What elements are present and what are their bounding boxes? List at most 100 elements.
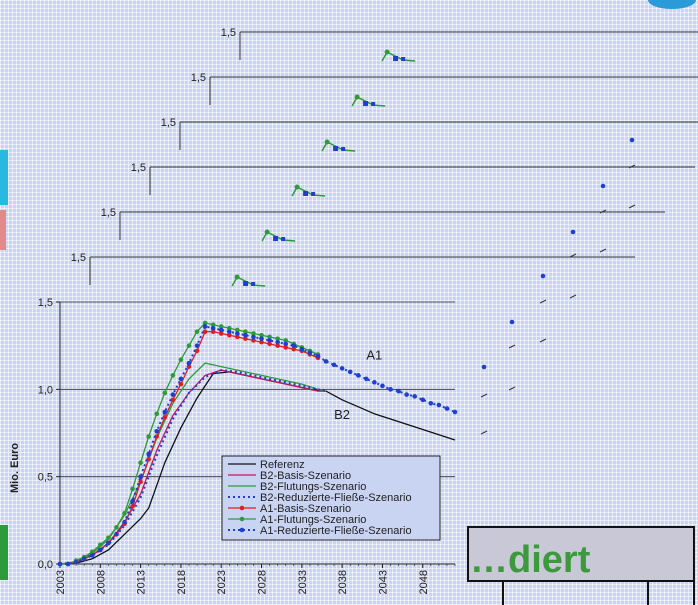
series-point-5 (218, 324, 224, 329)
series-point-6 (436, 402, 442, 408)
legend-entry: A1-Reduzierte-Fließe-Szenario (260, 525, 412, 537)
legend-swatch-marker (239, 527, 245, 533)
ghost-streak-dash (508, 344, 516, 349)
series-point-6 (98, 547, 103, 553)
x-tick-label: 2033 (297, 570, 309, 594)
series-point-5 (275, 336, 280, 341)
series-point-5 (162, 390, 168, 396)
legend-entry: B2-Flutungs-Szenario (260, 481, 366, 493)
ghost-tick-label: 1,5 (161, 117, 176, 129)
ghost-streak-dash (599, 248, 607, 253)
ghost-peak-marker (303, 191, 309, 196)
ghost-peak-marker (354, 94, 360, 100)
series-point-6 (364, 376, 369, 382)
background-text: …diert (470, 539, 591, 581)
series-point-6 (291, 343, 297, 348)
series-point-5 (186, 343, 192, 348)
corner-shape (648, 0, 696, 9)
series-point-4 (154, 434, 160, 439)
ghost-peak-marker (324, 139, 330, 145)
series-point-6 (186, 360, 192, 366)
series-point-5 (194, 329, 200, 334)
legend: ReferenzB2-Basis-SzenarioB2-Flutungs-Sze… (221, 455, 441, 541)
series-point-6 (106, 540, 111, 546)
series-point-5 (146, 434, 151, 439)
series-point-6 (380, 383, 385, 389)
ghost-peak-marker (273, 236, 279, 241)
axes: 0,0 0,5 1,0 1,5 2003 2008 2013 2018 2023 2028 2033… (9, 297, 456, 594)
series-point-4 (146, 456, 151, 462)
annotation-label: A1 (366, 348, 382, 363)
ghost-peak-marker (294, 184, 300, 190)
ghost-peak-marker (281, 237, 286, 241)
left-edge-shape (0, 210, 6, 250)
series-point-5 (178, 357, 184, 362)
series-point-5 (89, 549, 95, 555)
ghost-streak-dot (629, 137, 635, 143)
series-point-4 (218, 331, 224, 336)
ghost-streak-dash (480, 393, 488, 398)
series-point-6 (444, 406, 450, 411)
ghost-streak-dash (539, 299, 547, 304)
ghost-streak-dot (540, 273, 546, 279)
series-point-6 (243, 332, 248, 338)
x-tick-label: 2023 (216, 570, 228, 594)
series-point-4 (283, 345, 289, 350)
series-point-6 (81, 556, 87, 562)
series-point-6 (122, 519, 127, 525)
series-point-6 (235, 331, 240, 336)
ghost-peak-marker (393, 56, 399, 61)
series-point-6 (226, 329, 232, 334)
series-point-6 (154, 428, 160, 434)
ghost-streak-dot (570, 229, 576, 235)
x-tick-label: 2043 (377, 570, 389, 594)
series-point-6 (452, 409, 458, 415)
series-point-4 (259, 339, 264, 345)
left-edge-shape (0, 525, 8, 580)
series-point-4 (267, 341, 272, 347)
legend-swatch-marker (239, 505, 245, 511)
ghost-streak-dot (600, 183, 606, 189)
ghost-streak-dash (539, 338, 547, 343)
legend-entry: B2-Reduzierte-Fließe-Szenario (260, 492, 412, 504)
ghost-peak-marker (333, 146, 339, 151)
series-point-4 (226, 332, 232, 338)
series-point-4 (194, 348, 200, 354)
ghost-peak-marker (311, 192, 316, 196)
series-point-4 (130, 504, 135, 509)
series-line-6 (60, 325, 456, 565)
series-point-6 (355, 373, 361, 378)
series-point-6 (388, 387, 393, 392)
series-point-5 (106, 535, 111, 541)
ghost-streak-dash (508, 386, 516, 391)
y-tick-label: 0,5 (38, 472, 53, 484)
series-point-5 (154, 411, 160, 417)
series-point-6 (404, 392, 409, 397)
ghost-tick-label: 1,5 (71, 252, 86, 264)
series-point-5 (138, 460, 143, 465)
series-line-2 (59, 362, 327, 565)
series-point-5 (259, 332, 264, 338)
annotations: A1 B2 (334, 348, 382, 422)
ghost-streak-dash (569, 294, 577, 299)
grid-lines (60, 301, 455, 478)
series-point-6 (202, 324, 208, 329)
series-point-6 (267, 338, 272, 343)
series-point-5 (114, 525, 119, 530)
ghost-streak-dash (628, 164, 636, 169)
series-point-5 (98, 542, 103, 548)
y-tick-label: 0,0 (38, 559, 53, 571)
series-point-6 (89, 552, 95, 558)
x-tick-label: 2003 (55, 570, 67, 594)
ghost-tick-label: 1,5 (191, 72, 206, 84)
series-point-4 (251, 338, 256, 343)
series-point-6 (259, 336, 264, 341)
series-point-4 (170, 397, 176, 403)
ghost-peak-marker (251, 282, 256, 286)
x-tick-label: 2018 (176, 570, 188, 594)
legend-entry: A1-Basis-Szenario (260, 503, 351, 515)
x-tick-label: 2013 (136, 570, 148, 594)
series-point-5 (202, 320, 208, 326)
series-point-6 (57, 561, 63, 567)
